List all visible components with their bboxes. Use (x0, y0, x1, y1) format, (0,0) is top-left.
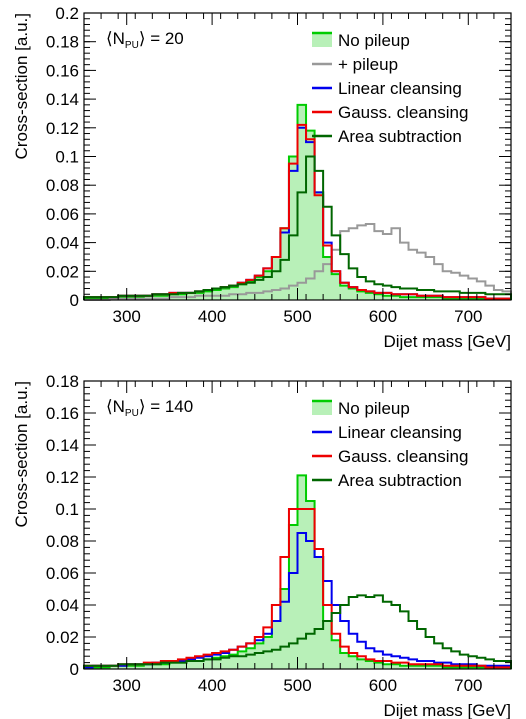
legend-entry-label: Area subtraction (338, 471, 462, 490)
y-tick-label: 0.12 (46, 119, 79, 138)
y-axis-label: Cross-section [a.u.] (12, 381, 31, 527)
legend-entry-label: No pileup (338, 399, 410, 418)
histogram-line-3 (83, 594, 512, 669)
y-tick-label: 0.12 (46, 468, 79, 487)
legend-swatch-fill (312, 401, 332, 415)
annotation-bracket-open: ⟨ (106, 397, 113, 416)
x-tick-label: 500 (283, 307, 311, 326)
x-tick-label: 600 (369, 676, 397, 695)
x-tick-label: 700 (454, 676, 482, 695)
y-tick-label: 0.14 (46, 436, 79, 455)
y-axis-label: Cross-section [a.u.] (12, 13, 31, 159)
pileup-annotation: ⟨NPU⟩ = 20 (106, 29, 184, 51)
x-tick-label: 500 (283, 676, 311, 695)
y-tick-label: 0.18 (46, 372, 79, 391)
x-axis-label: Dijet mass [GeV] (383, 332, 511, 351)
annotation-sub: PU (125, 40, 139, 51)
y-tick-label: 0.1 (55, 148, 79, 167)
annotation-bracket-close: ⟩ (139, 29, 150, 48)
annotation-main: N (113, 29, 125, 48)
y-tick-label: 0.08 (46, 532, 79, 551)
y-tick-label: 0.2 (55, 4, 79, 23)
y-tick-label: 0.16 (46, 404, 79, 423)
chart-panel-2: 0 0.02 0.04 0.06 0.08 0.1 0.12 0.14 0.16 0.18 300 4… (12, 372, 512, 719)
legend-entry-label: Linear cleansing (338, 79, 462, 98)
y-tick-label: 0.1 (55, 500, 79, 519)
annotation-sub: PU (125, 408, 139, 419)
y-tick-label: 0.06 (46, 564, 79, 583)
legend-entry-label: Area subtraction (338, 127, 462, 146)
legend-entry-label: No pileup (338, 31, 410, 50)
histogram-line-2 (83, 508, 512, 669)
x-tick-label: 300 (113, 307, 141, 326)
y-tick-label: 0 (70, 660, 79, 679)
x-axis-label: Dijet mass [GeV] (383, 701, 511, 719)
legend-swatch-fill (312, 33, 332, 47)
histogram-line-4 (83, 155, 512, 300)
x-tick-label: 300 (113, 676, 141, 695)
x-tick-label: 400 (198, 676, 226, 695)
annotation-bracket-open: ⟨ (106, 29, 113, 48)
legend-entry-label: Gauss. cleansing (338, 103, 468, 122)
chart-panel-1: 0 0.02 0.04 0.06 0.08 0.1 0.12 0.14 0.16 0.18 0.2 3… (12, 4, 512, 351)
legend-entry-label: Linear cleansing (338, 423, 462, 442)
y-tick-label: 0.18 (46, 33, 79, 52)
y-tick-label: 0.02 (46, 262, 79, 281)
annotation-main: N (113, 397, 125, 416)
x-tick-label: 700 (454, 307, 482, 326)
y-tick-label: 0.04 (46, 596, 79, 615)
annotation-value: = 20 (150, 29, 184, 48)
y-tick-label: 0.02 (46, 628, 79, 647)
y-tick-label: 0.16 (46, 61, 79, 80)
legend-entry-label: Gauss. cleansing (338, 447, 468, 466)
x-tick-label: 400 (198, 307, 226, 326)
y-tick-label: 0.06 (46, 205, 79, 224)
annotation-value: = 140 (150, 397, 193, 416)
y-tick-label: 0 (70, 291, 79, 310)
legend-entry-label: + pileup (338, 55, 398, 74)
y-tick-label: 0.14 (46, 90, 79, 109)
y-tick-label: 0.08 (46, 176, 79, 195)
x-tick-label: 600 (369, 307, 397, 326)
pileup-annotation: ⟨NPU⟩ = 140 (106, 397, 193, 419)
annotation-bracket-close: ⟩ (139, 397, 150, 416)
y-tick-label: 0.04 (46, 234, 79, 253)
